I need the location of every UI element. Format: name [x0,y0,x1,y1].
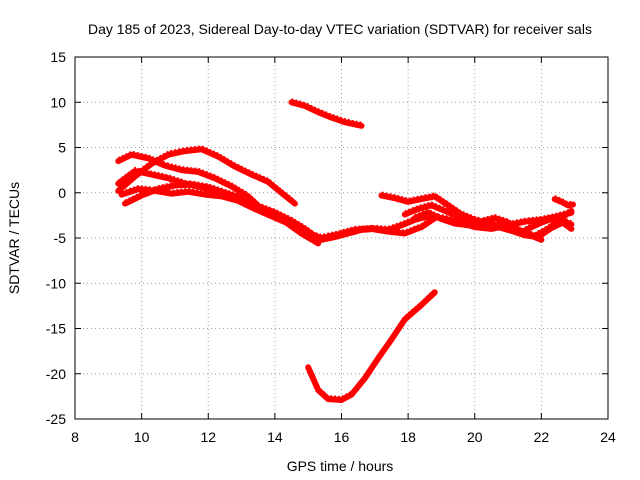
x-tick-label: 16 [334,429,350,445]
series-track-g [305,289,438,403]
series-track-d-noise [124,180,316,235]
series-track-a-noise [117,145,296,202]
series-track-g-noise [307,288,436,399]
series-track-a [115,146,298,207]
series-track-m [551,196,576,209]
x-tick-label: 10 [134,429,150,445]
series-track-l [518,216,575,236]
y-tick-label: 0 [58,185,66,201]
x-tick-label: 20 [467,429,483,445]
y-tick-label: 5 [58,140,66,156]
series-track-m-noise [554,195,574,204]
series-track-k-noise [414,207,572,235]
x-tick-label: 22 [534,429,550,445]
y-axis-label: SDTVAR / TECUs [6,182,22,294]
y-tick-label: -10 [46,275,66,291]
series-track-l-noise [520,214,572,231]
x-axis: 8 10 12 14 16 18 20 22 24 [71,57,616,445]
x-tick-label: 24 [600,429,616,445]
y-tick-label: 10 [50,94,66,110]
series-track-b [115,151,265,212]
y-tick-label: -15 [46,321,66,337]
series-track-k [411,207,575,240]
series-track-f [288,99,365,129]
x-tick-label: 8 [71,429,79,445]
x-tick-label: 12 [200,429,216,445]
series-track-e-noise [121,185,436,237]
data-series [115,98,576,403]
y-tick-label: -25 [46,411,66,427]
y-tick-label: -20 [46,366,66,382]
y-tick-label: -5 [54,230,67,246]
x-tick-label: 14 [267,429,283,445]
x-axis-label: GPS time / hours [287,458,394,474]
y-axis: -25 -20 -15 -10 -5 0 5 10 15 [46,49,608,427]
chart-title: Day 185 of 2023, Sidereal Day-to-day VTE… [88,21,592,37]
y-tick-label: 15 [50,49,66,65]
x-tick-label: 18 [400,429,416,445]
